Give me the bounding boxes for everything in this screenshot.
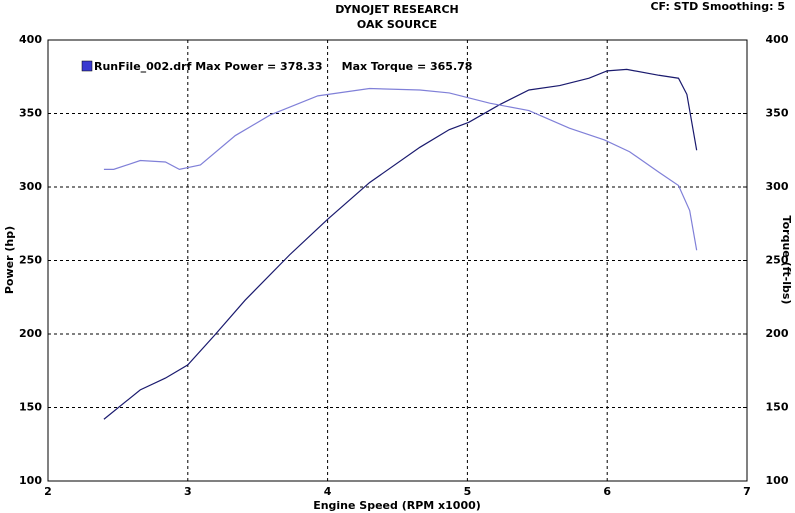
y2-tick-label: 200: [766, 327, 789, 340]
chart-title: DYNOJET RESEARCH: [335, 3, 458, 16]
x-tick-label: 3: [184, 485, 192, 498]
y2-axis-label: Torque (ft-lbs): [780, 216, 793, 305]
y-axis-label: Power (hp): [3, 226, 16, 294]
legend-swatch: [81, 60, 93, 72]
legend-text: RunFile_002.drf Max Power = 378.33 Max T…: [94, 60, 472, 73]
data-line: [103, 68, 698, 420]
y2-tick-label: 250: [766, 254, 789, 267]
x-tick-label: 4: [324, 485, 332, 498]
settings-text: CF: STD Smoothing: 5: [650, 0, 785, 13]
x-tick-label: 7: [743, 485, 751, 498]
y-tick-label: 200: [19, 327, 42, 340]
x-tick-label: 5: [464, 485, 472, 498]
y-tick-label: 300: [19, 180, 42, 193]
y-tick-label: 100: [19, 474, 42, 487]
y2-tick-label: 300: [766, 180, 789, 193]
x-axis-label: Engine Speed (RPM x1000): [313, 499, 481, 512]
y2-tick-label: 400: [766, 33, 789, 46]
y-tick-label: 400: [19, 33, 42, 46]
y-tick-label: 150: [19, 401, 42, 414]
y-tick-label: 350: [19, 107, 42, 120]
y-tick-label: 250: [19, 254, 42, 267]
x-tick-label: 2: [44, 485, 52, 498]
y2-tick-label: 100: [766, 474, 789, 487]
chart-subtitle: OAK SOURCE: [357, 18, 437, 31]
x-tick-label: 6: [603, 485, 611, 498]
data-line: [103, 87, 698, 251]
y2-tick-label: 150: [766, 401, 789, 414]
y2-tick-label: 350: [766, 107, 789, 120]
